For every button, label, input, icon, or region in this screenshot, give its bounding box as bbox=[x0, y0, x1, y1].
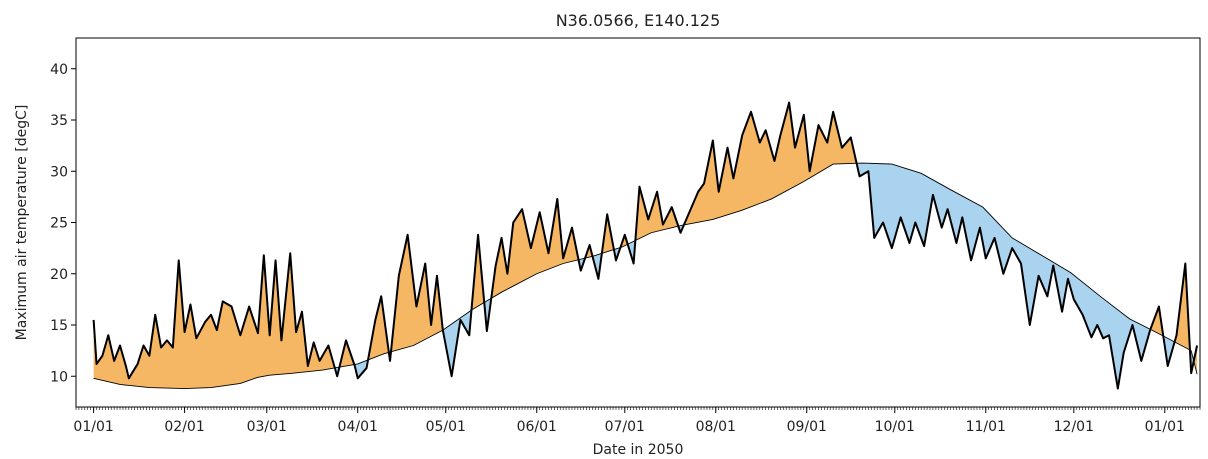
x-tick-label: 04/01 bbox=[338, 419, 378, 435]
y-tick-label: 10 bbox=[50, 369, 68, 385]
x-tick-label: 11/01 bbox=[966, 419, 1006, 435]
chart-title: N36.0566, E140.125 bbox=[556, 11, 721, 30]
fill-layer bbox=[93, 102, 1198, 389]
x-tick-label: 01/01 bbox=[73, 419, 113, 435]
y-tick-label: 25 bbox=[50, 216, 68, 232]
x-tick-label: 07/01 bbox=[605, 419, 645, 435]
y-axis-title: Maximum air temperature [degC] bbox=[14, 105, 30, 341]
y-tick-label: 20 bbox=[50, 267, 68, 283]
x-axis-title: Date in 2050 bbox=[593, 442, 684, 458]
x-tick-label: 12/01 bbox=[1054, 419, 1094, 435]
line-layer bbox=[92, 101, 1199, 390]
y-tick-label: 15 bbox=[50, 318, 68, 334]
x-tick-label: 02/01 bbox=[164, 419, 204, 435]
x-tick-label: 05/01 bbox=[426, 419, 466, 435]
y-tick-label: 35 bbox=[50, 113, 68, 129]
area-below-threshold bbox=[93, 163, 1198, 389]
x-tick-label: 09/01 bbox=[787, 419, 827, 435]
x-tick-label: 10/01 bbox=[875, 419, 915, 435]
x-tick-label: 08/01 bbox=[696, 419, 736, 435]
y-ticks: 10 15 20 25 30 35 40 bbox=[50, 62, 76, 385]
y-tick-label: 30 bbox=[50, 164, 68, 180]
x-tick-label: 06/01 bbox=[517, 419, 557, 435]
area-above-threshold bbox=[93, 102, 1198, 389]
x-tick-label: 03/01 bbox=[247, 419, 287, 435]
x-ticks: 01/01 02/01 03/01 04/01 05/01 06/01 07/01 08/01… bbox=[73, 407, 1185, 435]
threshold-line bbox=[93, 162, 1198, 390]
y-tick-label: 40 bbox=[50, 62, 68, 78]
x-tick-label: 01/01 bbox=[1145, 419, 1185, 435]
daily-max-temperature-line bbox=[92, 101, 1199, 390]
